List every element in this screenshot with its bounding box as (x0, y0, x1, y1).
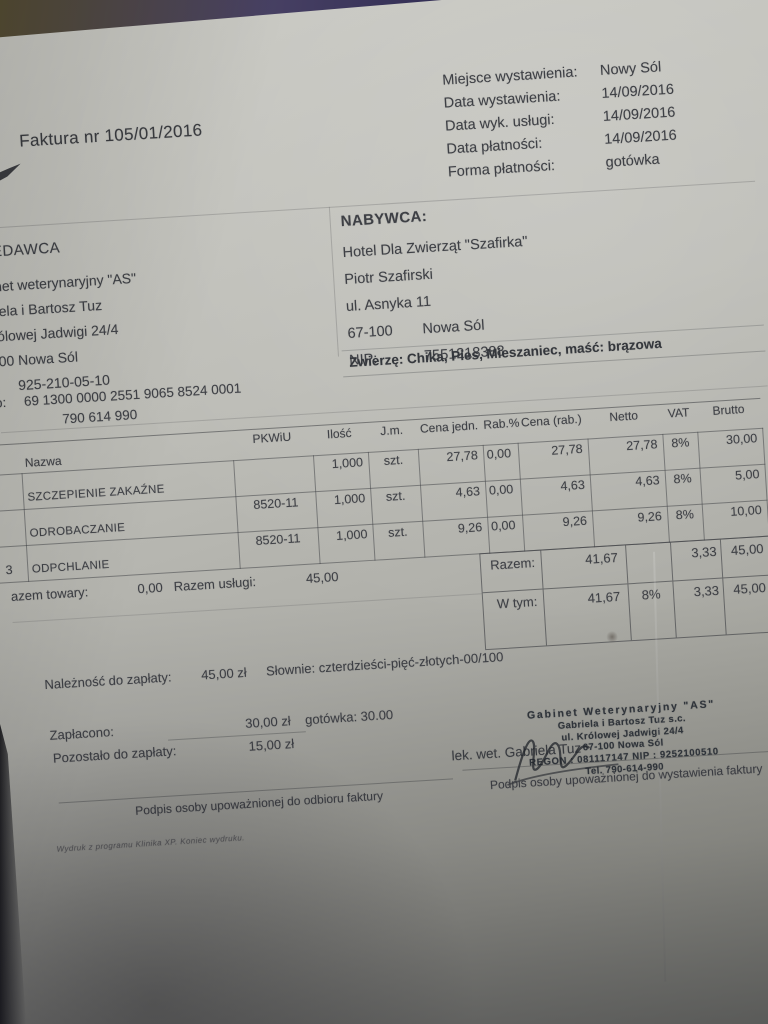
item-vat: 8% (662, 432, 700, 471)
buyer-city: Nowa Sól (421, 317, 485, 338)
totals-box: Razem: 41,67 3,33 45,00 W tym: 41,67 8% … (479, 535, 768, 651)
item-qty: 1,000 (317, 524, 375, 564)
item-brutto: 10,00 (701, 500, 768, 541)
item-no (0, 473, 24, 512)
col-header-brutto: Brutto (695, 398, 763, 433)
razem-netto: 41,67 (540, 545, 628, 589)
razem-uslugi-label: Razem usługi: (173, 574, 257, 595)
razem-vat-rate (625, 542, 673, 584)
item-price: 4,63 (420, 481, 488, 522)
wtym-label: W tym: (496, 593, 538, 612)
item-netto: 9,26 (591, 506, 669, 547)
seller-heading: EDAWCA (0, 239, 61, 261)
remaining-row: Pozostało do zapłaty: 15,00 zł (52, 736, 295, 766)
razem-vat: 3,33 (669, 539, 723, 581)
item-vat: 8% (666, 504, 704, 543)
meta-value: gotówka (605, 151, 661, 171)
col-header-no (0, 443, 22, 476)
col-header-cena-jedn: Cena jedn. (415, 415, 483, 450)
item-price: 9,26 (422, 517, 490, 558)
item-no (0, 509, 26, 548)
amount-due-row: Należność do zapłaty: 45,00 zł Słownie: … (44, 649, 504, 693)
wtym-vat-rate: 8% (627, 581, 676, 641)
item-price: 27,78 (417, 445, 485, 486)
remaining-label: Pozostało do zapłaty: (52, 743, 177, 766)
amount-due-label: Należność do zapłaty: (44, 669, 172, 693)
buyer-heading: NABYWCA: (340, 207, 428, 231)
account-prefix: to: (0, 394, 7, 411)
wtym-brutto: 45,00 (722, 575, 768, 635)
vet-clinic-logo-icon (0, 163, 21, 195)
col-header-rab: Rab.% (480, 413, 520, 446)
wtym-vat: 3,33 (672, 578, 726, 638)
remaining-value: 15,00 zł (248, 736, 295, 754)
item-price-discounted: 9,26 (522, 510, 595, 552)
printout-footer: Wydruk z programu Klinika XP. Koniec wyd… (56, 833, 246, 854)
col-header-netto: Netto (585, 404, 663, 440)
seller-section: EDAWCA net weterynaryjny "AS" iela i Bar… (0, 231, 143, 399)
buyer-box-left-border (328, 206, 339, 357)
razem-label: Razem: (489, 554, 536, 573)
razem-brutto: 45,00 (719, 536, 768, 578)
item-pkwiu: 8520-11 (235, 491, 318, 533)
paid-label: Zapłacono: (49, 723, 115, 743)
amount-in-words: Słownie: czterdzieści-pięć-złotych-00/10… (265, 649, 504, 679)
item-unit: szt. (372, 521, 425, 561)
item-unit: szt. (370, 485, 423, 525)
invoice-title: Faktura nr 105/01/2016 (18, 120, 203, 151)
col-header-jm: J.m. (366, 419, 418, 453)
item-discount: 0,00 (482, 443, 520, 482)
item-discount: 0,00 (484, 479, 523, 518)
item-pkwiu: 8520-11 (237, 527, 320, 569)
item-discount: 0,00 (487, 515, 525, 554)
razem-towary-label: azem towary: (10, 584, 89, 604)
item-brutto: 30,00 (697, 428, 765, 469)
item-unit: szt. (367, 449, 421, 489)
meta-value: 14/09/2016 (603, 127, 678, 148)
item-no: 3 (0, 545, 29, 584)
paid-value: 30,00 zł (244, 713, 292, 731)
item-price-discounted: 4,63 (519, 474, 592, 516)
razem-uslugi-value: 45,00 (305, 568, 339, 586)
col-header-pkwiu: PKWiU (231, 425, 314, 461)
col-header-vat: VAT (660, 402, 698, 435)
item-qty: 1,000 (313, 452, 371, 492)
paid-row: Zapłacono: 30,00 zł gotówka: 30.00 (49, 707, 393, 743)
item-netto: 4,63 (589, 470, 667, 511)
paid-method: gotówka: 30.00 (304, 706, 394, 728)
invoice-meta: Miejsce wystawienia: Nowy Sól Data wystaw… (442, 56, 679, 185)
item-qty: 1,000 (315, 488, 373, 528)
item-pkwiu (233, 455, 316, 497)
razem-towary-value: 0,00 (137, 579, 164, 597)
signature-scribble (507, 739, 619, 786)
item-vat: 8% (664, 468, 702, 507)
amount-due-value: 45,00 zł (200, 664, 248, 683)
item-price-discounted: 27,78 (517, 439, 590, 480)
col-header-cena-rab: Cena (rab.) (515, 409, 588, 444)
item-netto: 27,78 (587, 434, 665, 475)
item-brutto: 5,00 (699, 464, 767, 505)
col-header-ilosc: Ilość (311, 422, 368, 456)
